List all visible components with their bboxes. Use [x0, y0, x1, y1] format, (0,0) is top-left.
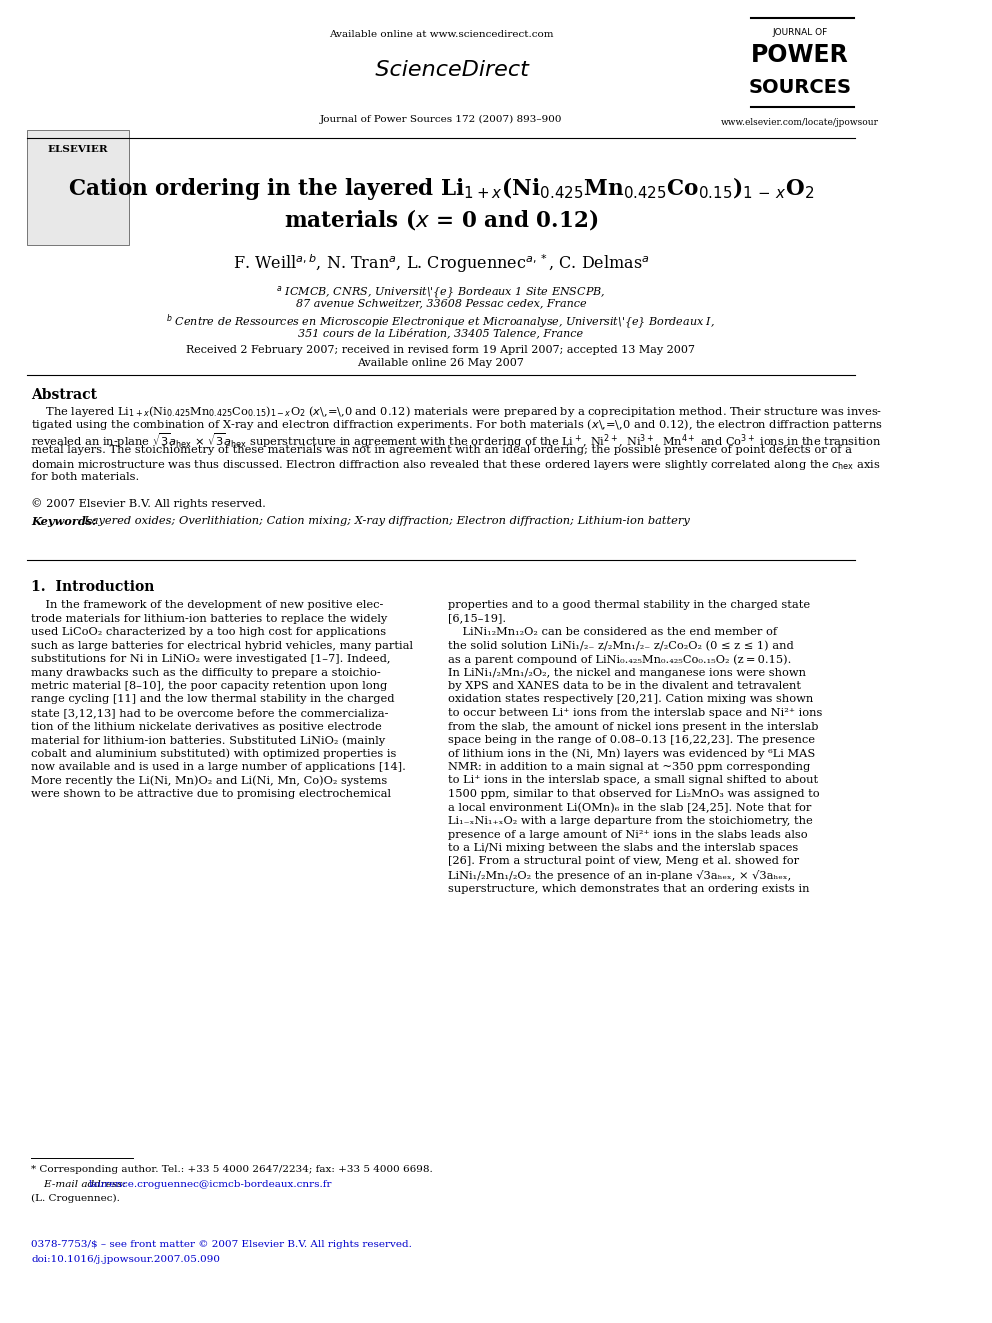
Text: trode materials for lithium-ion batteries to replace the widely: trode materials for lithium-ion batterie…	[31, 614, 387, 623]
Text: Li₁₋ₓNi₁₊ₓO₂ with a large departure from the stoichiometry, the: Li₁₋ₓNi₁₊ₓO₂ with a large departure from…	[448, 816, 812, 826]
Text: In LiNi₁/₂Mn₁/₂O₂, the nickel and manganese ions were shown: In LiNi₁/₂Mn₁/₂O₂, the nickel and mangan…	[448, 668, 806, 677]
Text: metric material [8–10], the poor capacity retention upon long: metric material [8–10], the poor capacit…	[31, 681, 387, 691]
Text: [26]. From a structural point of view, Meng et al. showed for: [26]. From a structural point of view, M…	[448, 856, 800, 867]
Text: tion of the lithium nickelate derivatives as positive electrode: tion of the lithium nickelate derivative…	[31, 721, 382, 732]
Text: laurence.croguennec@icmcb-bordeaux.cnrs.fr: laurence.croguennec@icmcb-bordeaux.cnrs.…	[89, 1180, 332, 1189]
Text: as a parent compound of LiNi₀.₄₂₅Mn₀.₄₂₅Co₀.₁₅O₂ (z = 0.15).: as a parent compound of LiNi₀.₄₂₅Mn₀.₄₂₅…	[448, 654, 792, 664]
Text: In the framework of the development of new positive elec-: In the framework of the development of n…	[31, 601, 384, 610]
Text: More recently the Li(Ni, Mn)O₂ and Li(Ni, Mn, Co)O₂ systems: More recently the Li(Ni, Mn)O₂ and Li(Ni…	[31, 775, 387, 786]
Text: revealed an in-plane $\sqrt{3}a_\mathrm{hex}$ $\times$ $\sqrt{3}a_\mathrm{hex}$ : revealed an in-plane $\sqrt{3}a_\mathrm{…	[31, 431, 881, 450]
Text: (L. Croguennec).: (L. Croguennec).	[31, 1193, 120, 1203]
Text: LiNi₁/₂Mn₁/₂O₂ the presence of an in-plane √3aₕₑₓ, × √3aₕₑₓ,: LiNi₁/₂Mn₁/₂O₂ the presence of an in-pla…	[448, 871, 792, 881]
Text: 0378-7753/$ – see front matter © 2007 Elsevier B.V. All rights reserved.: 0378-7753/$ – see front matter © 2007 El…	[31, 1240, 412, 1249]
Text: Journal of Power Sources 172 (2007) 893–900: Journal of Power Sources 172 (2007) 893–…	[319, 115, 562, 124]
Text: the solid solution LiNi₁/₂₋ z/₂Mn₁/₂₋ z/₂Co₂O₂ (0 ≤ z ≤ 1) and: the solid solution LiNi₁/₂₋ z/₂Mn₁/₂₋ z/…	[448, 640, 794, 651]
Text: materials ($x$ = 0 and 0.12): materials ($x$ = 0 and 0.12)	[284, 206, 598, 232]
Text: Keywords:: Keywords:	[31, 516, 96, 527]
Text: for both materials.: for both materials.	[31, 471, 139, 482]
Text: to a Li/Ni mixing between the slabs and the interslab spaces: to a Li/Ni mixing between the slabs and …	[448, 843, 799, 853]
Text: [6,15–19].: [6,15–19].	[448, 614, 506, 623]
Text: NMR: in addition to a main signal at ~350 ppm corresponding: NMR: in addition to a main signal at ~35…	[448, 762, 810, 773]
Text: The layered Li$_{1+x}$(Ni$_{0.425}$Mn$_{0.425}$Co$_{0.15}$)$_{1-x}$O$_2$ ($x$\,=: The layered Li$_{1+x}$(Ni$_{0.425}$Mn$_{…	[31, 404, 882, 419]
Text: Available online at www.sciencedirect.com: Available online at www.sciencedirect.co…	[328, 30, 554, 38]
Text: ScienceDirect: ScienceDirect	[353, 60, 529, 79]
Text: properties and to a good thermal stability in the charged state: properties and to a good thermal stabili…	[448, 601, 810, 610]
Text: SOURCES: SOURCES	[749, 78, 852, 97]
Text: superstructure, which demonstrates that an ordering exists in: superstructure, which demonstrates that …	[448, 884, 809, 893]
Text: space being in the range of 0.08–0.13 [16,22,23]. The presence: space being in the range of 0.08–0.13 [1…	[448, 736, 815, 745]
Text: doi:10.1016/j.jpowsour.2007.05.090: doi:10.1016/j.jpowsour.2007.05.090	[31, 1256, 220, 1263]
Text: www.elsevier.com/locate/jpowsour: www.elsevier.com/locate/jpowsour	[721, 118, 879, 127]
Text: used LiCoO₂ characterized by a too high cost for applications: used LiCoO₂ characterized by a too high …	[31, 627, 386, 636]
Text: oxidation states respectively [20,21]. Cation mixing was shown: oxidation states respectively [20,21]. C…	[448, 695, 813, 705]
Text: JOURNAL OF: JOURNAL OF	[773, 28, 828, 37]
Text: E-mail address:: E-mail address:	[31, 1180, 130, 1189]
Text: were shown to be attractive due to promising electrochemical: were shown to be attractive due to promi…	[31, 789, 391, 799]
Text: now available and is used in a large number of applications [14].: now available and is used in a large num…	[31, 762, 406, 773]
Text: tigated using the combination of X-ray and electron diffraction experiments. For: tigated using the combination of X-ray a…	[31, 418, 883, 433]
Text: F. Weill$^{a,b}$, N. Tran$^a$, L. Croguennec$^{a,*}$, C. Delmas$^a$: F. Weill$^{a,b}$, N. Tran$^a$, L. Crogue…	[233, 251, 650, 275]
Bar	[27, 130, 129, 245]
Text: metal layers. The stoichiometry of these materials was not in agreement with an : metal layers. The stoichiometry of these…	[31, 445, 852, 455]
Text: LiNi₁₂Mn₁₂O₂ can be considered as the end member of: LiNi₁₂Mn₁₂O₂ can be considered as the en…	[448, 627, 778, 636]
Text: from the slab, the amount of nickel ions present in the interslab: from the slab, the amount of nickel ions…	[448, 721, 818, 732]
Text: cobalt and aluminium substituted) with optimized properties is: cobalt and aluminium substituted) with o…	[31, 749, 397, 759]
Text: ELSEVIER: ELSEVIER	[48, 146, 108, 153]
Text: 87 avenue Schweitzer, 33608 Pessac cedex, France: 87 avenue Schweitzer, 33608 Pessac cedex…	[296, 298, 586, 308]
Text: to occur between Li⁺ ions from the interslab space and Ni²⁺ ions: to occur between Li⁺ ions from the inter…	[448, 708, 822, 718]
Text: such as large batteries for electrical hybrid vehicles, many partial: such as large batteries for electrical h…	[31, 640, 413, 651]
Text: Cation ordering in the layered Li$_{1+x}$(Ni$_{0.425}$Mn$_{0.425}$Co$_{0.15}$)$_: Cation ordering in the layered Li$_{1+x}…	[67, 175, 814, 202]
Text: Received 2 February 2007; received in revised form 19 April 2007; accepted 13 Ma: Received 2 February 2007; received in re…	[186, 345, 695, 355]
Text: a local environment Li(OMn)₆ in the slab [24,25]. Note that for: a local environment Li(OMn)₆ in the slab…	[448, 803, 811, 812]
Text: substitutions for Ni in LiNiO₂ were investigated [1–7]. Indeed,: substitutions for Ni in LiNiO₂ were inve…	[31, 654, 391, 664]
Text: 351 cours de la Libération, 33405 Talence, France: 351 cours de la Libération, 33405 Talenc…	[299, 327, 583, 337]
Text: presence of a large amount of Ni²⁺ ions in the slabs leads also: presence of a large amount of Ni²⁺ ions …	[448, 830, 807, 840]
Text: range cycling [11] and the low thermal stability in the charged: range cycling [11] and the low thermal s…	[31, 695, 395, 705]
Text: of lithium ions in the (Ni, Mn) layers was evidenced by ⁶Li MAS: of lithium ions in the (Ni, Mn) layers w…	[448, 749, 815, 759]
Text: $^b$ Centre de Ressources en Microscopie Electronique et Microanalyse, Universit: $^b$ Centre de Ressources en Microscopie…	[167, 314, 715, 332]
Text: state [3,12,13] had to be overcome before the commercializa-: state [3,12,13] had to be overcome befor…	[31, 708, 389, 718]
Text: material for lithium-ion batteries. Substituted LiNiO₂ (mainly: material for lithium-ion batteries. Subs…	[31, 736, 385, 746]
Text: to Li⁺ ions in the interslab space, a small signal shifted to about: to Li⁺ ions in the interslab space, a sm…	[448, 775, 818, 786]
Text: domain microstructure was thus discussed. Electron diffraction also revealed tha: domain microstructure was thus discussed…	[31, 458, 881, 472]
Text: Abstract: Abstract	[31, 388, 97, 402]
Text: POWER: POWER	[751, 44, 849, 67]
Text: 1500 ppm, similar to that observed for Li₂MnO₃ was assigned to: 1500 ppm, similar to that observed for L…	[448, 789, 819, 799]
Text: by XPS and XANES data to be in the divalent and tetravalent: by XPS and XANES data to be in the dival…	[448, 681, 802, 691]
Text: $^a$ ICMCB, CNRS, Universit\'{e} Bordeaux 1 Site ENSCPB,: $^a$ ICMCB, CNRS, Universit\'{e} Bordeau…	[276, 284, 606, 300]
Text: © 2007 Elsevier B.V. All rights reserved.: © 2007 Elsevier B.V. All rights reserved…	[31, 497, 266, 509]
Text: Available online 26 May 2007: Available online 26 May 2007	[357, 359, 525, 368]
Text: many drawbacks such as the difficulty to prepare a stoichio-: many drawbacks such as the difficulty to…	[31, 668, 381, 677]
Text: 1.  Introduction: 1. Introduction	[31, 579, 155, 594]
Text: Layered oxides; Overlithiation; Cation mixing; X-ray diffraction; Electron diffr: Layered oxides; Overlithiation; Cation m…	[77, 516, 690, 527]
Text: * Corresponding author. Tel.: +33 5 4000 2647/2234; fax: +33 5 4000 6698.: * Corresponding author. Tel.: +33 5 4000…	[31, 1166, 433, 1174]
